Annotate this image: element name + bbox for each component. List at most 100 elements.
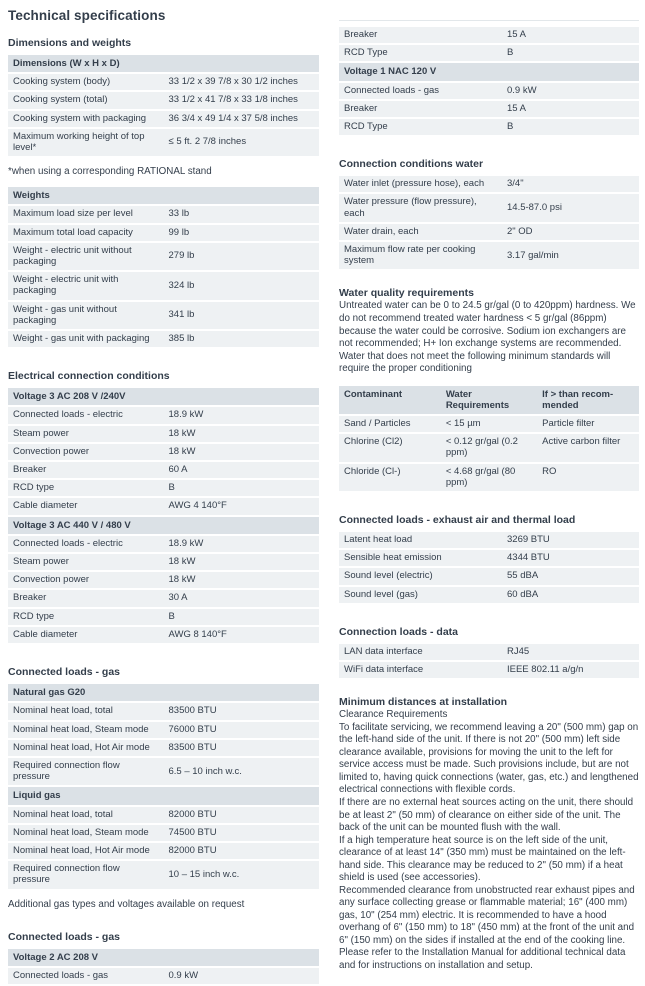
footnote-text: *when using a corresponding RATIONAL sta… bbox=[8, 166, 212, 178]
row-value: 36 3/4 x 49 1/4 x 37 5/8 inches bbox=[163, 109, 319, 129]
row-value: 4344 BTU bbox=[502, 549, 639, 569]
row-value: 18.9 kW bbox=[163, 534, 319, 555]
table-header-row: Contaminant Water Requirements If > than r… bbox=[339, 385, 639, 417]
table-row: RCD Type B bbox=[339, 118, 639, 138]
table-row: Sound level (gas) 60 dBA bbox=[339, 585, 639, 605]
row-label: Steam power bbox=[8, 424, 164, 444]
table-row: Cable diameter AWG 8 140°F bbox=[8, 625, 319, 646]
table-row: Cooking system with packaging 36 3/4 x 49… bbox=[8, 109, 319, 129]
subsection-heading: Water quality requirements bbox=[339, 287, 474, 300]
row-label: Weight - gas unit with packaging bbox=[8, 330, 164, 350]
paragraph-line: Recommended clearance from unobstructed … bbox=[339, 884, 635, 971]
table-cell: Particle filter bbox=[537, 415, 639, 435]
row-label: Breaker bbox=[8, 589, 164, 609]
text-paragraph: Untreated water can be 0 to 24.5 gr/gal … bbox=[339, 300, 639, 375]
row-label: Nominal heat load, Hot Air mode bbox=[8, 738, 164, 758]
column-header: Contaminant bbox=[339, 385, 441, 417]
section-heading: Dimensions and weights bbox=[8, 37, 132, 49]
table-row: Cooking system (body) 33 1/2 x 39 7/8 x 3… bbox=[8, 73, 319, 93]
table-group-header-row: Voltage 3 AC 440 V / 480 V bbox=[8, 515, 319, 536]
section-heading: Connected loads - gas bbox=[8, 930, 121, 943]
row-label: Required connection flow pressure bbox=[8, 860, 164, 891]
table-row: Maximum load size per level 33 lb bbox=[8, 205, 319, 225]
table-row: Maximum working height of top level* ≤ 5 … bbox=[8, 127, 319, 159]
row-value: 0.9 kW bbox=[502, 81, 639, 101]
row-label: LAN data interface bbox=[339, 643, 502, 663]
row-label: Cooking system with packaging bbox=[8, 109, 164, 129]
row-value: 83500 BTU bbox=[163, 702, 319, 722]
table-row: Water drain, each 2" OD bbox=[339, 222, 639, 243]
spec-table: Water inlet (pressure hose), each 3/4" Wat… bbox=[339, 176, 639, 272]
row-label: Steam power bbox=[8, 553, 164, 573]
row-label: Nominal heat load, total bbox=[8, 805, 164, 825]
table-row: Maximum total load capacity 99 lb bbox=[8, 223, 319, 243]
table-row: Cooking system (total) 33 1/2 x 41 7/8 x … bbox=[8, 91, 319, 111]
table-cell: Chloride (Cl-) bbox=[339, 462, 441, 494]
row-value: 18.9 kW bbox=[163, 406, 319, 426]
row-value: 385 lb bbox=[163, 330, 319, 350]
table-row: RCD Type B bbox=[339, 44, 639, 64]
row-value: 14.5-87.0 psi bbox=[502, 193, 639, 224]
row-label: RCD Type bbox=[339, 118, 502, 138]
table-row: Water inlet (pressure hose), each 3/4" bbox=[339, 176, 639, 195]
group-header-label: Liquid gas bbox=[8, 786, 319, 807]
spec-table: Voltage 2 AC 208 V Connected loads - gas 0… bbox=[8, 948, 319, 986]
row-value: 33 1/2 x 39 7/8 x 30 1/2 inches bbox=[163, 73, 319, 93]
row-label: Nominal heat load, Hot Air mode bbox=[8, 841, 164, 862]
table-cell: < 0.12 gr/gal (0.2 ppm) bbox=[440, 433, 538, 464]
group-header-label: Natural gas G20 bbox=[8, 684, 319, 704]
section-heading: Connected loads - exhaust air and therma… bbox=[339, 514, 576, 527]
table-row: RCD type B bbox=[8, 479, 319, 499]
contaminant-table: Contaminant Water Requirements If > than r… bbox=[339, 385, 639, 494]
row-value: 324 lb bbox=[163, 271, 319, 302]
table-row: Connected loads - electric 18.9 kW bbox=[8, 534, 319, 555]
group-header-label: Voltage 3 AC 208 V /240V bbox=[8, 388, 319, 408]
row-value: 15 A bbox=[502, 27, 639, 46]
row-value: IEEE 802.11 a/g/n bbox=[502, 661, 639, 681]
table-row: Convection power 18 kW bbox=[8, 571, 319, 591]
paragraph-line: If a high temperature heat source is on … bbox=[339, 834, 626, 884]
row-label: RCD type bbox=[8, 479, 164, 499]
table-group-header-row: Weights bbox=[8, 187, 319, 207]
row-value: 33 1/2 x 41 7/8 x 33 1/8 inches bbox=[163, 91, 319, 111]
row-value: 279 lb bbox=[163, 241, 319, 273]
table-row: Weight - electric unit with packaging 324… bbox=[8, 271, 319, 302]
row-value: 55 dBA bbox=[502, 567, 639, 587]
row-value: 76000 BTU bbox=[163, 720, 319, 740]
table-cell: < 15 µm bbox=[440, 415, 538, 435]
left-column: Technical specifications Dimensions and w… bbox=[8, 6, 319, 986]
table-row: Maximum flow rate per cooking system 3.17… bbox=[339, 241, 639, 272]
group-header-label: Voltage 3 AC 440 V / 480 V bbox=[8, 515, 319, 536]
row-value: 18 kW bbox=[163, 442, 319, 463]
row-value: 3.17 gal/min bbox=[502, 241, 639, 272]
row-label: Convection power bbox=[8, 571, 164, 591]
spec-table: Weights Maximum load size per level 33 lb M… bbox=[8, 187, 319, 350]
table-row: Sensible heat emission 4344 BTU bbox=[339, 549, 639, 569]
group-header-label: Weights bbox=[8, 187, 319, 207]
row-value: 18 kW bbox=[163, 571, 319, 591]
spec-table: Dimensions (W x H x D) Cooking system (bo… bbox=[8, 55, 319, 159]
row-value: 0.9 kW bbox=[163, 966, 319, 986]
table-row: Breaker 60 A bbox=[8, 461, 319, 481]
row-value: 18 kW bbox=[163, 553, 319, 573]
row-value: 341 lb bbox=[163, 300, 319, 332]
table-row: Chlorine (Cl2) < 0.12 gr/gal (0.2 ppm) Act… bbox=[339, 433, 639, 464]
spec-table: Latent heat load 3269 BTU Sensible heat em… bbox=[339, 532, 639, 605]
row-value: B bbox=[502, 118, 639, 138]
table-row: Water pressure (flow pressure), each 14.5… bbox=[339, 193, 639, 224]
row-value: 18 kW bbox=[163, 424, 319, 444]
row-label: Sensible heat emission bbox=[339, 549, 502, 569]
table-row: LAN data interface RJ45 bbox=[339, 643, 639, 663]
table-group-header-row: Voltage 1 NAC 120 V bbox=[339, 62, 639, 83]
table-row: Weight - electric unit without packaging… bbox=[8, 241, 319, 273]
group-header-label: Voltage 2 AC 208 V bbox=[8, 948, 319, 968]
table-group-header-row: Voltage 2 AC 208 V bbox=[8, 948, 319, 968]
table-row: Cable diameter AWG 4 140°F bbox=[8, 497, 319, 517]
table-row: Nominal heat load, total 83500 BTU bbox=[8, 702, 319, 722]
row-value: 30 A bbox=[163, 589, 319, 609]
table-row: Steam power 18 kW bbox=[8, 553, 319, 573]
row-value: B bbox=[163, 479, 319, 499]
text-paragraph: Clearance Requirements To facilitate serv… bbox=[339, 709, 639, 972]
